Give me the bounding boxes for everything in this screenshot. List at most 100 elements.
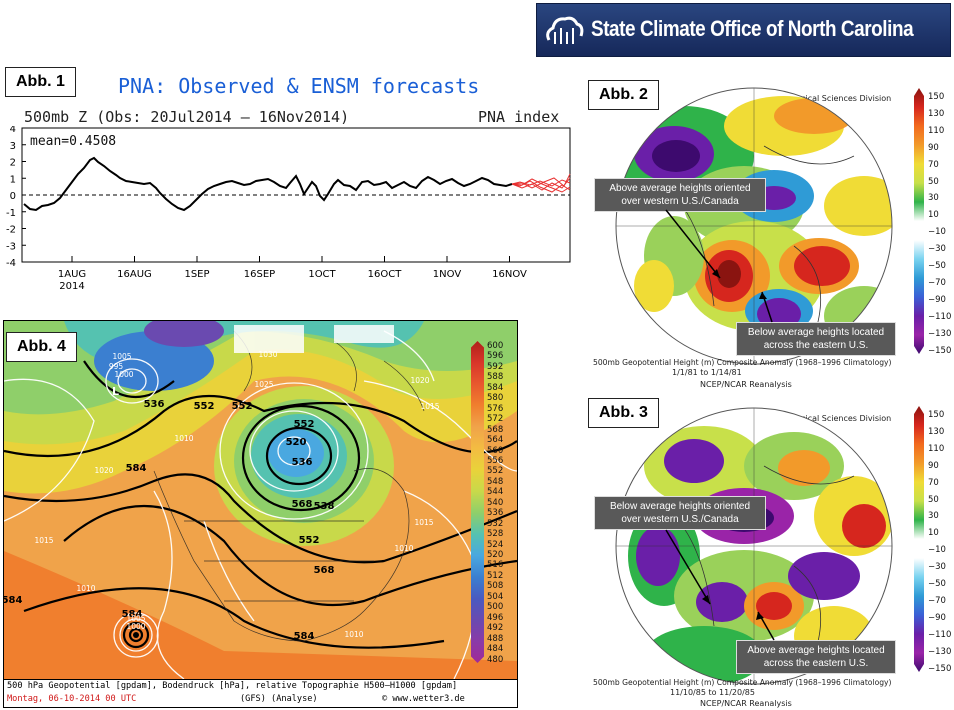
panel2-colorbar-label: 150 [928,92,945,102]
pna-y-tick-label: 3 [10,141,16,152]
panel3-colorbar-label: 110 [928,443,945,454]
panel3-caption-1: 500mb Geopotential Height (m) Composite … [593,678,892,687]
panel3-caption-2: 11/10/85 to 11/20/85 [670,688,755,697]
panel4-colorbar-label: 496 [487,612,504,623]
contour-label: 552 [294,419,315,430]
panel4-colorbar-label: 556 [487,455,504,466]
panel4-colorbar-label: 544 [487,487,504,498]
panel2-arrows [665,209,773,323]
panel4-footer-site: © www.wetter3.de [382,694,465,704]
panel3-colorbar-label: −50 [928,579,946,589]
pna-y-tick-label: -2 [6,225,16,236]
panel4-map-frame: 5525365205685845525525365525385845845845… [3,320,518,708]
panel2-colorbar-label: 10 [928,210,939,221]
contour-label: 536 [144,399,165,410]
panel3-colorbar-label: −110 [928,629,952,640]
panel2-map: NOAA/ESRL Physical Sciences Division [586,70,954,370]
pna-plot: 4 3 2 1 0 -1 -2 -3 -4 1AUG 16AUG 1SEP 16SEP 1OCT 16OC… [6,126,571,292]
panel2-tag: Abb. 2 [588,80,659,110]
contour-label: 536 [292,457,313,468]
panel3-colorbar: 150 130 110 90 70 50 30 10 −10 −30 −50 −70 −90 −110 −1… [914,406,954,676]
pna-x-tick-label: 16AUG [117,269,152,280]
panel3-colorbar-label: −10 [928,545,946,556]
panel4-colorbar-label: 568 [487,424,504,435]
contour-label: 552 [194,401,215,412]
contour-label: 568 [314,565,335,576]
panel3-colorbar-label: 70 [928,477,939,488]
panel3-colorbar-label: −130 [928,646,952,657]
contour-label: 584 [122,609,143,620]
pna-forecast-ensemble [511,173,571,193]
pna-y-tick-label: -4 [6,258,16,269]
panel4-colorbar-label: 580 [487,393,504,404]
panel4-colorbar-label: 492 [487,623,504,634]
panel2-colorbar-label: 30 [928,193,939,204]
panel3-tag: Abb. 3 [588,398,659,428]
panel4-footer-line1: 500 hPa Geopotential [gpdam], Bodendruck… [7,681,458,691]
panel3-colorbar-gradient [914,406,924,672]
panel3-colorbar-label: −150 [928,663,952,674]
sco-cloud-logo-icon [546,16,584,44]
panel2-colorbar-label: −10 [928,227,946,238]
pna-x-year: 2014 [59,281,84,292]
pna-x-tick-label: 1SEP [184,269,209,280]
panel4-colorbar-label: 504 [487,591,504,602]
panel4-colorbar-label: 564 [487,435,504,446]
panel3-colorbar-label: 30 [928,511,939,522]
panel4-colorbar-label: 576 [487,403,504,414]
contour-label: 584 [294,631,315,642]
contour-label: 520 [286,437,307,448]
org-name: State Climate Office of North Carolina [591,16,914,41]
panel3-colorbar-label: 90 [928,460,939,471]
panel4-colorbar-label: 552 [487,466,504,477]
panel4-tag: Abb. 4 [6,332,77,362]
contour-label: 584 [126,463,147,474]
panel2-colorbar-label: 110 [928,125,945,136]
panel3-callout-bottom: Above average heights located across the… [736,640,896,674]
isobar-label: 1025 [254,380,273,389]
panel2-colorbar-label: −30 [928,244,946,255]
panel4-colorbar-label: 516 [487,560,504,571]
isobar-label: 1010 [394,544,413,553]
pna-x-tick-label: 16OCT [368,269,403,280]
pna-chart-panel: PNA: Observed & ENSM forecasts 500mb Z (… [0,70,580,300]
contour-label: 552 [299,535,320,546]
panel4-colorbar-label: 488 [487,633,504,644]
panel4-colorbar-label: 520 [487,550,504,560]
panel4-colorbar-label: 536 [487,508,504,519]
contour-label: 552 [232,401,253,412]
pna-y-tick-label: 1 [10,174,16,185]
isobar-label: 1000 [114,370,133,379]
panel4-colorbar-label: 500 [487,602,504,613]
panel2-colorbar-label: −130 [928,328,952,339]
panel3-colorbar-label: 50 [928,494,939,505]
pna-x-tick-label: 1OCT [308,269,336,280]
panel4-colorbar: 600 596 592 588 584 580 576 572 568 564 560 556 552 5… [471,341,515,666]
isobar-label: 995 [109,362,124,371]
panel2-caption-3: NCEP/NCAR Reanalysis [700,380,792,389]
isobar-label: 1010 [76,584,95,593]
panel4-colorbar-gradient [471,341,484,663]
isobar-label: 1000 [126,622,145,631]
panel4-colorbar-label: 596 [487,351,504,362]
panel3-polar-plot [615,407,893,685]
panel4-footer: 500 hPa Geopotential [gpdam], Bodendruck… [4,679,517,707]
isobar-label: 1020 [94,466,113,475]
panel2-caption-1: 500mb Geopotential Height (m) Composite … [593,358,892,367]
isobar-label: 1015 [414,518,433,527]
pna-x-tick-label: 16NOV [492,269,527,280]
isobar-label: 1015 [34,536,53,545]
panel4-footer-date: Montag, 06-10-2014 00 UTC [7,694,137,704]
panel3-colorbar-label: −70 [928,595,946,606]
pna-mean-label: mean=0.4508 [30,134,117,149]
panel4-colorbar-label: 480 [487,654,504,665]
isobar-label: 1005 [126,614,145,623]
panel3-map: NOAA/ESRL Physical Sciences Division [586,390,954,690]
panel4-geopotential-map: 5525365205685845525525365525385845845845… [4,321,517,679]
panel2-colorbar-label: 90 [928,142,939,153]
isobar-label: 1005 [112,352,131,361]
panel4-colorbar-label: 484 [487,644,504,655]
panel4-colorbar-label: 584 [487,382,504,393]
pna-title: PNA: Observed & ENSM forecasts [118,74,480,98]
pna-y-tick-label: -1 [6,208,16,219]
